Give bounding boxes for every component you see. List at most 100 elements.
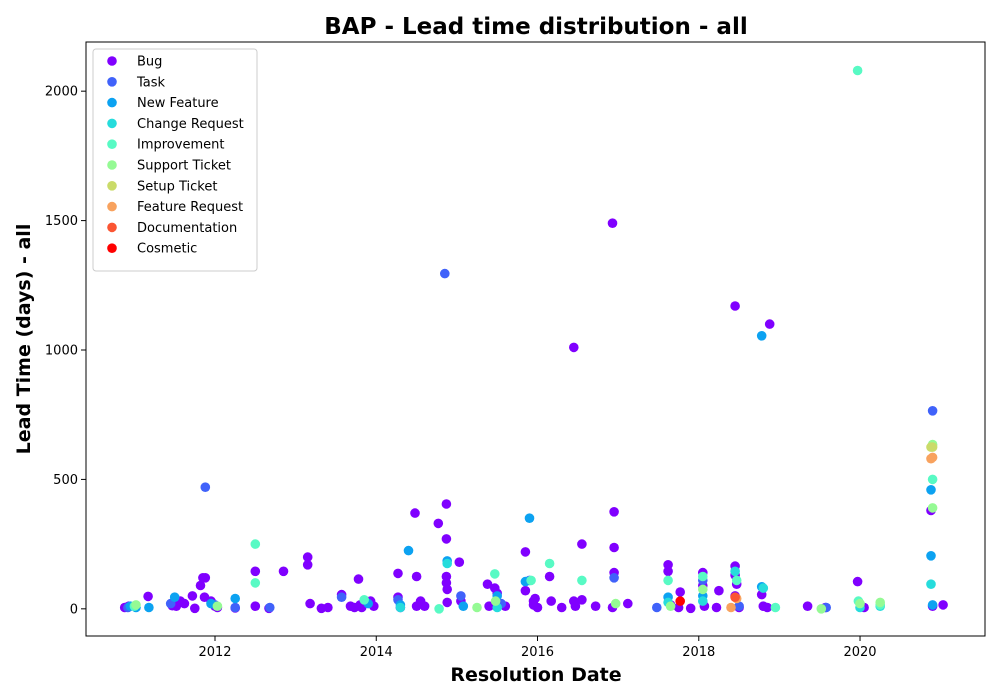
data-point	[323, 602, 333, 613]
x-tick-label: 2018	[682, 645, 715, 660]
data-point	[200, 573, 211, 583]
legend-marker	[107, 97, 117, 108]
data-point	[623, 598, 633, 609]
y-tick-label: 1000	[45, 344, 78, 359]
data-point	[570, 601, 581, 611]
data-point	[195, 580, 206, 591]
legend-label: Support Ticket	[137, 159, 231, 174]
data-point	[546, 596, 556, 606]
legend-marker	[107, 56, 117, 66]
data-point	[395, 602, 406, 613]
data-point	[875, 597, 885, 608]
data-point	[569, 342, 579, 353]
legend-label: Task	[136, 75, 166, 90]
data-point	[419, 601, 430, 611]
data-point	[726, 602, 736, 613]
data-point	[938, 600, 948, 610]
data-point	[456, 591, 466, 601]
legend-label: Documentation	[137, 221, 237, 236]
data-point	[544, 571, 555, 582]
data-point	[442, 558, 453, 569]
data-point	[278, 566, 289, 577]
data-point	[714, 585, 724, 596]
data-point	[762, 602, 773, 613]
data-point	[131, 600, 141, 610]
data-point	[143, 591, 153, 602]
legend-marker	[107, 118, 117, 129]
data-point	[730, 566, 740, 577]
data-points	[119, 65, 948, 614]
series-setup-ticket	[926, 442, 938, 452]
axis-ticks: 2012 2014 2016 2018 2020 0 500 1000 1500 2000	[45, 85, 877, 660]
legend-label: Bug	[137, 55, 162, 70]
data-point	[816, 604, 827, 614]
legend-marker	[107, 160, 117, 170]
plot-frame	[85, 41, 986, 637]
data-point	[403, 545, 414, 556]
data-point	[685, 603, 696, 614]
legend-label: Feature Request	[137, 200, 243, 215]
data-point	[610, 598, 621, 609]
data-point	[524, 513, 535, 523]
data-point	[190, 603, 200, 614]
data-point	[490, 569, 500, 579]
series-documentation	[730, 592, 740, 602]
series-support-ticket	[131, 439, 938, 614]
data-point	[802, 601, 813, 611]
data-point	[609, 542, 619, 553]
data-point	[927, 474, 938, 485]
data-point	[520, 547, 531, 557]
data-point	[665, 601, 676, 611]
x-tick-label: 2014	[360, 645, 393, 660]
data-point	[520, 585, 531, 596]
y-tick-label: 2000	[45, 85, 78, 100]
data-point	[490, 596, 501, 606]
x-tick-label: 2012	[198, 645, 231, 660]
data-point	[410, 508, 420, 518]
data-point	[526, 575, 536, 586]
data-point	[359, 595, 370, 605]
data-point	[764, 319, 775, 329]
data-point	[144, 602, 154, 613]
y-tick-label: 0	[70, 602, 78, 617]
data-point	[852, 576, 863, 587]
data-point	[212, 601, 223, 611]
legend-label: Improvement	[137, 138, 224, 153]
legend-label: New Feature	[137, 96, 219, 111]
data-point	[698, 571, 708, 582]
data-point	[484, 601, 494, 611]
legend-label: Cosmetic	[137, 242, 197, 257]
data-point	[393, 568, 403, 579]
y-axis-label: Lead Time (days) - all	[13, 224, 35, 455]
data-point	[441, 534, 452, 544]
data-point	[433, 518, 444, 529]
data-point	[472, 602, 482, 613]
data-point	[577, 539, 587, 549]
data-point	[926, 579, 936, 589]
data-point	[482, 579, 493, 589]
data-point	[855, 598, 865, 609]
y-tick-label: 1500	[45, 214, 78, 229]
legend-box	[92, 48, 258, 272]
data-point	[577, 575, 587, 586]
data-point	[756, 331, 767, 341]
data-point	[302, 560, 313, 570]
data-point	[230, 593, 240, 604]
data-point	[675, 596, 685, 606]
data-point	[926, 551, 936, 561]
data-point	[532, 602, 543, 613]
x-tick-label: 2016	[521, 645, 554, 660]
series-cosmetic	[675, 596, 685, 606]
data-point	[663, 566, 673, 577]
legend-marker	[107, 139, 117, 149]
data-point	[200, 482, 211, 493]
data-point	[250, 601, 261, 611]
data-point	[927, 503, 938, 513]
data-point	[530, 593, 540, 604]
legend-marker	[107, 77, 117, 87]
data-point	[609, 573, 619, 583]
data-point	[652, 602, 662, 613]
data-point	[336, 592, 347, 602]
data-point	[179, 598, 190, 609]
